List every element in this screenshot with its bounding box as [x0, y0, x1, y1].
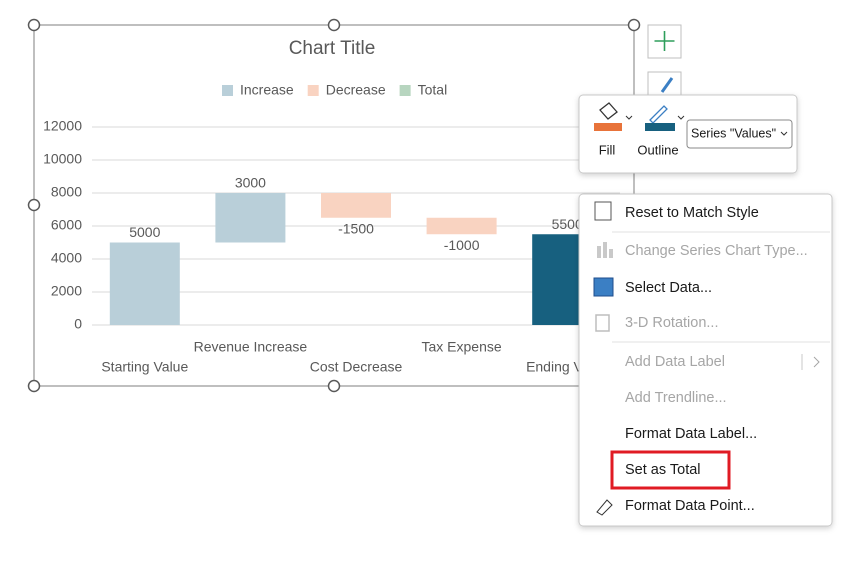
menu-item-label: Format Data Point...: [625, 498, 755, 514]
resize-handle[interactable]: [27, 379, 41, 393]
legend-label: Increase: [240, 82, 294, 98]
dropdown-arrow: [780, 131, 788, 136]
data-label: 5500: [552, 216, 583, 232]
chart-title: Chart Title: [289, 38, 376, 59]
x-tick-label: Revenue Increase: [194, 339, 308, 355]
data-label: -1000: [444, 237, 480, 253]
menu-item[interactable]: [581, 453, 830, 487]
outline-label[interactable]: Outline: [637, 142, 678, 157]
legend-swatch: [307, 85, 319, 96]
fill-label[interactable]: Fill: [599, 142, 616, 157]
menu-item-label: Add Data Label: [625, 354, 725, 370]
format-toolbar: Fill Outline Series "Values": [578, 94, 798, 174]
submenu-arrow: [813, 356, 820, 368]
plus-icon: [654, 31, 675, 51]
x-tick-label: Starting Value: [101, 359, 188, 375]
menu-item-label: 3-D Rotation...: [625, 315, 719, 331]
menu-item-label: Select Data...: [625, 280, 712, 296]
chart-buttons: [647, 24, 682, 106]
chart: Chart Title Increase Decrease Total 0 2000 40…: [33, 24, 635, 387]
rotation-icon: [595, 314, 610, 332]
x-tick-label: Cost Decrease: [310, 359, 403, 375]
menu-panel: [578, 193, 833, 527]
outline-color-swatch: [645, 123, 675, 131]
brush-icon: [660, 77, 674, 93]
series-dropdown-text[interactable]: Series "Values": [691, 126, 776, 140]
y-tick-label: 4000: [51, 250, 82, 266]
resize-handle[interactable]: [327, 379, 341, 393]
resize-handle[interactable]: [327, 18, 341, 32]
data-label: -1500: [338, 220, 374, 236]
legend-label: Decrease: [326, 82, 386, 98]
x-tick-label: Tax Expense: [422, 339, 502, 355]
bar: [215, 193, 286, 243]
menu-item-label: Format Data Label...: [625, 426, 757, 442]
bar: [321, 193, 391, 218]
chart-type-icon: [597, 242, 613, 258]
y-tick-label: 0: [74, 316, 82, 332]
y-tick-label: 8000: [51, 184, 82, 200]
outline-icon[interactable]: [649, 105, 668, 124]
dropdown-arrow[interactable]: [625, 115, 633, 120]
format-point-icon: [596, 499, 613, 516]
bar: [109, 242, 180, 325]
dropdown-arrow[interactable]: [677, 115, 685, 120]
select-data-icon: [593, 277, 614, 297]
resize-handle[interactable]: [27, 18, 41, 32]
menu-item-label: Add Trendline...: [625, 390, 727, 406]
fill-color-swatch: [594, 123, 622, 131]
bar: [426, 217, 497, 235]
highlight-box: [610, 450, 731, 490]
legend-label: Total: [418, 82, 448, 98]
data-label: 3000: [235, 175, 266, 191]
y-tick-label: 6000: [51, 217, 82, 233]
legend-swatch: [222, 85, 233, 96]
y-tick-label: 12000: [43, 118, 82, 134]
series-dropdown[interactable]: [686, 119, 793, 149]
data-label: 5000: [129, 224, 160, 240]
fill-icon[interactable]: [599, 102, 618, 120]
context-menu: Reset to Match Style Change Series Chart …: [578, 193, 833, 527]
resize-handle[interactable]: [27, 198, 41, 212]
reset-icon: [594, 201, 612, 221]
y-tick-label: 2000: [51, 283, 82, 299]
menu-item-label: Change Series Chart Type...: [625, 243, 808, 259]
menu-item-label: Set as Total: [625, 462, 701, 478]
resize-handle[interactable]: [627, 18, 641, 32]
y-tick-label: 10000: [43, 151, 82, 167]
menu-item-label: Reset to Match Style: [625, 205, 759, 221]
legend-swatch: [399, 85, 411, 96]
